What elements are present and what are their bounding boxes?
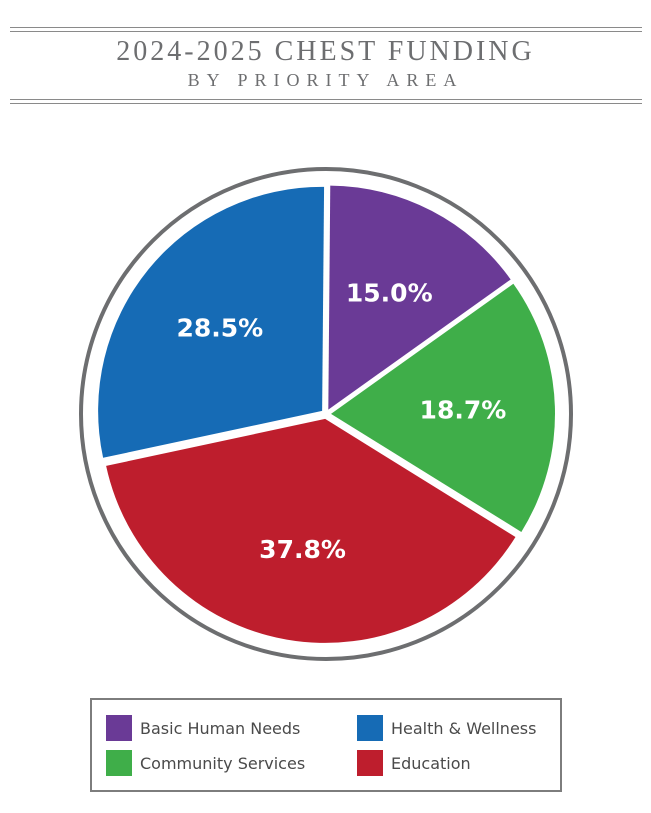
- top-rule-outer: [10, 27, 642, 28]
- legend-swatch: [106, 750, 132, 776]
- slice-value-label: 28.5%: [176, 313, 263, 342]
- legend-label: Community Services: [140, 753, 306, 773]
- legend: Basic Human Needs Health & Wellness Comm…: [90, 698, 562, 792]
- legend-label: Basic Human Needs: [140, 718, 301, 738]
- pie-slice-education: [106, 418, 516, 643]
- legend-item-health-wellness: Health & Wellness: [357, 714, 536, 742]
- legend-item-education: Education: [357, 749, 471, 777]
- bottom-rule-inner: [10, 103, 642, 104]
- pie-slice-health-wellness: [98, 186, 325, 458]
- legend-item-community-services: Community Services: [106, 749, 305, 777]
- slice-value-label: 15.0%: [346, 278, 433, 307]
- slice-value-label: 37.8%: [259, 535, 346, 564]
- pie-slice-basic-human-needs: [328, 185, 511, 410]
- chart-title: 2024-2025 CHEST FUNDING: [116, 36, 535, 67]
- pie-slice-community-services: [330, 283, 555, 532]
- top-rule-inner: [10, 31, 642, 32]
- legend-label: Education: [391, 753, 471, 773]
- legend-label: Health & Wellness: [391, 718, 537, 738]
- chart-subtitle: BY PRIORITY AREA: [187, 70, 464, 90]
- bottom-rule-outer: [10, 99, 642, 100]
- pie-chart: 15.0% 18.7% 37.8% 28.5%: [79, 167, 573, 661]
- legend-swatch: [357, 750, 383, 776]
- slice-value-label: 18.7%: [420, 396, 507, 425]
- legend-item-basic-human-needs: Basic Human Needs: [106, 714, 300, 742]
- legend-swatch: [106, 715, 132, 741]
- legend-swatch: [357, 715, 383, 741]
